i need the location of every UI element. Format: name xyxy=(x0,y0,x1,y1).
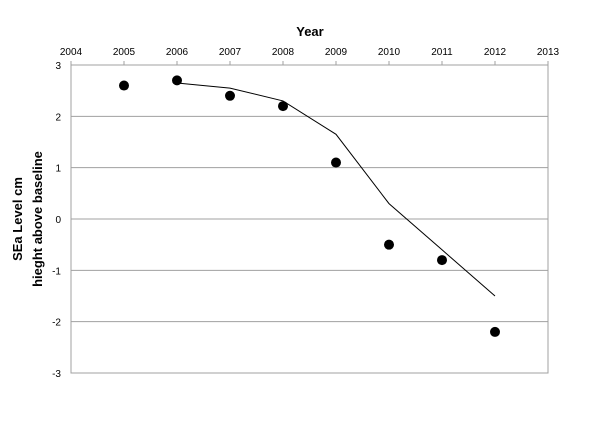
y-tick-label: 2 xyxy=(55,112,61,123)
y-axis-title: SEa Level cm hieght above baseline xyxy=(10,151,45,287)
x-tick-label: 2007 xyxy=(219,47,242,58)
x-tick-label: 2012 xyxy=(484,47,507,58)
x-tick-label: 2010 xyxy=(378,47,401,58)
y-tick-label: -1 xyxy=(52,266,61,277)
x-tick-label: 2009 xyxy=(325,47,348,58)
y-tick-label: 0 xyxy=(55,215,61,226)
x-tick-label: 2005 xyxy=(113,47,136,58)
x-tick-label: 2013 xyxy=(537,47,560,58)
data-point xyxy=(225,90,235,101)
data-point xyxy=(490,326,500,337)
y-tick-label: 1 xyxy=(55,164,61,175)
data-point xyxy=(331,157,341,168)
y-tick-labels: 3 2 1 0 -1 -2 -3 xyxy=(52,61,61,380)
y-tick-label: 3 xyxy=(55,61,61,72)
x-tick-label: 2004 xyxy=(60,47,83,58)
grid-lines xyxy=(71,115,548,323)
series-group xyxy=(119,75,500,337)
x-tick-label: 2008 xyxy=(272,47,295,58)
x-tick-label: 2011 xyxy=(431,47,453,58)
data-point xyxy=(119,80,129,91)
y-axis-title-line-1: SEa Level cm xyxy=(10,177,25,261)
x-axis-title: Year xyxy=(296,24,323,39)
data-point xyxy=(437,255,447,266)
y-tick-label: -3 xyxy=(52,369,61,380)
y-axis-title-line-2: hieght above baseline xyxy=(30,151,45,287)
y-tick-label: -2 xyxy=(52,318,61,329)
data-point xyxy=(384,239,394,250)
data-point xyxy=(278,101,288,112)
trend-line xyxy=(176,82,496,297)
x-tick-label: 2006 xyxy=(166,47,189,58)
data-point xyxy=(172,75,182,86)
x-tick-labels: 2004 2005 2006 2007 2008 2009 2010 2011 2012 2013 xyxy=(60,47,560,65)
